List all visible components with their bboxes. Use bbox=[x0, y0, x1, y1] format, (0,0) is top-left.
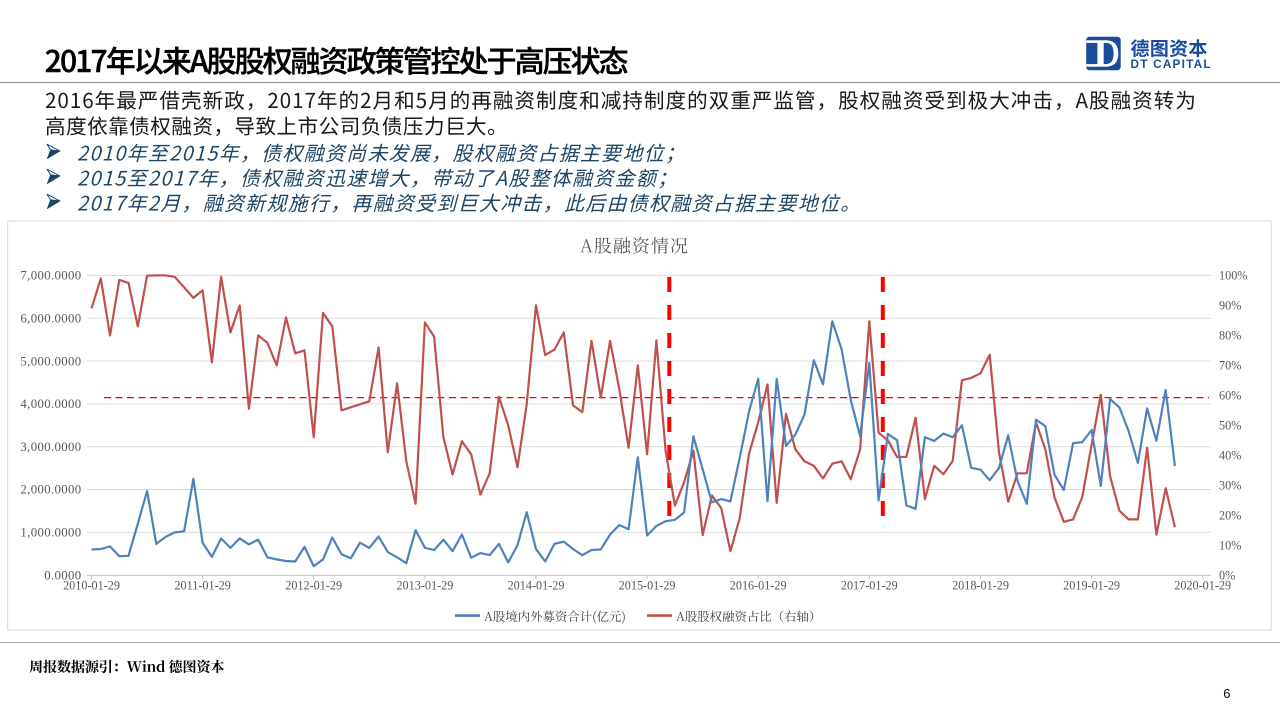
svg-text:5,000.0000: 5,000.0000 bbox=[20, 354, 81, 368]
svg-text:2018-01-29: 2018-01-29 bbox=[952, 579, 1009, 593]
svg-text:70%: 70% bbox=[1219, 359, 1241, 373]
svg-text:90%: 90% bbox=[1219, 299, 1241, 313]
svg-text:2015-01-29: 2015-01-29 bbox=[619, 579, 676, 593]
svg-text:DT CAPITAL: DT CAPITAL bbox=[1131, 57, 1212, 71]
svg-text:60%: 60% bbox=[1219, 389, 1241, 403]
svg-text:80%: 80% bbox=[1219, 329, 1241, 343]
svg-text:10%: 10% bbox=[1219, 538, 1241, 552]
svg-text:1,000.0000: 1,000.0000 bbox=[20, 526, 81, 540]
svg-text:2011-01-29: 2011-01-29 bbox=[174, 579, 230, 593]
svg-text:2016-01-29: 2016-01-29 bbox=[730, 579, 787, 593]
svg-text:6: 6 bbox=[1223, 686, 1230, 701]
svg-text:50%: 50% bbox=[1219, 419, 1241, 433]
svg-text:4,000.0000: 4,000.0000 bbox=[20, 397, 81, 411]
svg-text:2,000.0000: 2,000.0000 bbox=[20, 483, 81, 497]
svg-text:0.0000: 0.0000 bbox=[44, 568, 81, 582]
svg-text:2010-01-29: 2010-01-29 bbox=[63, 579, 120, 593]
svg-text:0%: 0% bbox=[1219, 568, 1235, 582]
svg-text:2017-01-29: 2017-01-29 bbox=[841, 579, 898, 593]
svg-text:2019-01-29: 2019-01-29 bbox=[1063, 579, 1120, 593]
svg-text:2020-01-29: 2020-01-29 bbox=[1174, 579, 1231, 593]
svg-text:40%: 40% bbox=[1219, 449, 1241, 463]
svg-text:20%: 20% bbox=[1219, 508, 1241, 522]
svg-text:100%: 100% bbox=[1219, 269, 1247, 283]
svg-text:2014-01-29: 2014-01-29 bbox=[508, 579, 565, 593]
svg-text:2012-01-29: 2012-01-29 bbox=[285, 579, 342, 593]
svg-text:2013-01-29: 2013-01-29 bbox=[396, 579, 453, 593]
svg-text:7,000.0000: 7,000.0000 bbox=[20, 269, 81, 283]
svg-text:3,000.0000: 3,000.0000 bbox=[20, 440, 81, 454]
svg-text:6,000.0000: 6,000.0000 bbox=[20, 311, 81, 325]
svg-text:30%: 30% bbox=[1219, 479, 1241, 493]
